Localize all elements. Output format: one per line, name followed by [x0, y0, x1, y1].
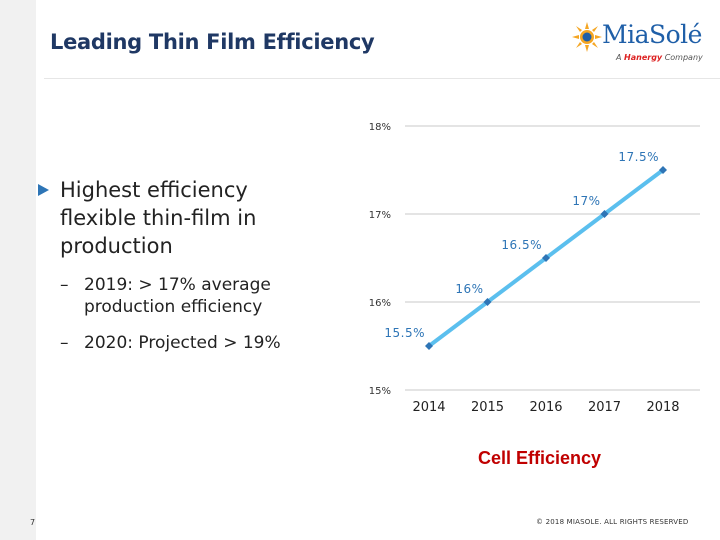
x-tick-label: 2014 — [412, 400, 445, 415]
y-tick-label: 18% — [369, 122, 391, 133]
slide-title: Leading Thin Film Efficiency — [50, 30, 375, 54]
x-tick-label: 2018 — [646, 400, 679, 415]
y-tick-label: 16% — [369, 298, 391, 309]
copyright-notice: © 2018 MIASOLE. ALL RIGHTS RESERVED — [536, 518, 689, 526]
data-point-marker — [425, 342, 433, 350]
sub-bullet-text: 2019: > 17% average production efficienc… — [84, 275, 271, 317]
page-number: 7 — [30, 518, 36, 527]
data-label: 16% — [455, 282, 483, 296]
data-label: 16.5% — [501, 238, 542, 252]
main-bullet-text: Highest efficiency flexible thin-film in… — [60, 178, 257, 258]
x-tick-label: 2015 — [471, 400, 504, 415]
bullet-arrow-icon — [38, 184, 49, 196]
data-point-marker — [600, 210, 609, 218]
logo-tagline-brand: Hanergy — [624, 53, 663, 62]
data-label: 15.5% — [384, 326, 425, 340]
logo-tagline-suffix: Company — [664, 53, 703, 62]
chart-axis-caption: Cell Efficiency — [478, 448, 602, 468]
logo-wordmark: MiaSolé — [602, 20, 702, 49]
data-point-marker — [542, 254, 550, 262]
title-divider — [44, 78, 720, 79]
x-tick-label: 2017 — [588, 400, 621, 415]
logo-tagline-prefix: A — [616, 53, 622, 62]
data-label: 17.5% — [618, 150, 659, 164]
data-point-marker — [483, 298, 492, 306]
left-sidebar-band — [0, 0, 36, 540]
sub-bullet-dash: – — [60, 333, 69, 353]
sub-bullet-dash: – — [60, 275, 69, 295]
sun-icon — [572, 22, 602, 52]
logo-tagline: A Hanergy Company — [616, 53, 703, 62]
data-label: 17% — [572, 194, 600, 208]
company-logo: MiaSolé A Hanergy Company — [572, 20, 712, 66]
sub-bullet-text: 2020: Projected > 19% — [84, 333, 281, 353]
x-tick-label: 2016 — [529, 400, 562, 415]
y-tick-label: 15% — [369, 386, 391, 397]
data-point-marker — [659, 166, 667, 174]
y-tick-label: 17% — [369, 210, 391, 221]
